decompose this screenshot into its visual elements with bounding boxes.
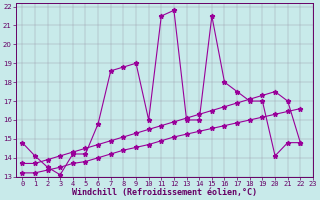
X-axis label: Windchill (Refroidissement éolien,°C): Windchill (Refroidissement éolien,°C) <box>72 188 257 197</box>
